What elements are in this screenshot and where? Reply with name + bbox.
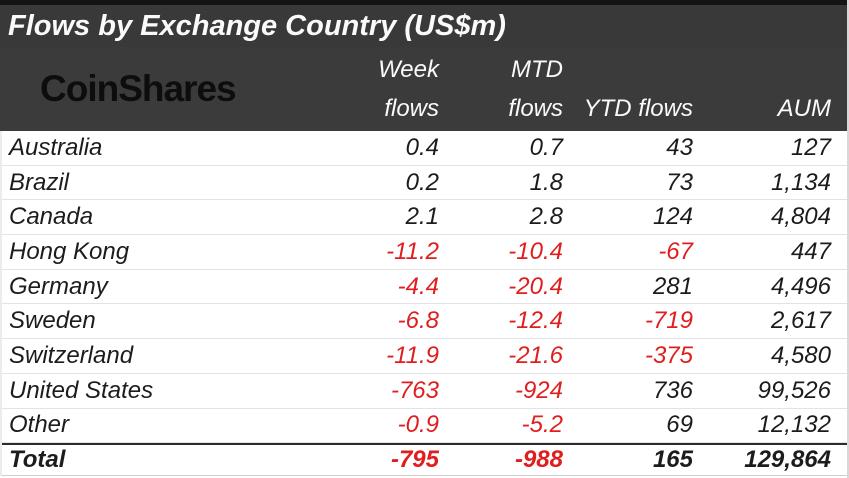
total-aum-cell: 129,864 xyxy=(744,446,831,474)
mtd-flows-cell: -5.2 xyxy=(521,411,563,439)
mtd-flows-cell: -12.4 xyxy=(508,307,563,335)
aum-cell: 447 xyxy=(790,237,831,265)
aum-cell: 99,526 xyxy=(757,376,831,404)
table-row-total: Total -795 -988 165 129,864 xyxy=(2,443,847,477)
ytd-flows-cell: 43 xyxy=(666,133,693,161)
week-flows-cell: -11.2 xyxy=(386,237,439,265)
country-cell: United States xyxy=(9,376,154,404)
country-cell: Brazil xyxy=(9,168,70,196)
table-header: Flows by Exchange Country (US$m) CoinSha… xyxy=(0,0,847,131)
mtd-flows-cell: -21.6 xyxy=(508,341,563,369)
country-cell: Other xyxy=(9,411,70,439)
column-header-aum: AUM xyxy=(777,95,831,122)
week-flows-cell: -6.8 xyxy=(397,307,439,335)
ytd-flows-cell: 736 xyxy=(652,376,693,404)
country-cell: Hong Kong xyxy=(9,237,130,265)
week-flows-cell: 2.1 xyxy=(405,203,439,231)
table-row-sweden: Sweden -6.8 -12.4 -719 2,617 xyxy=(2,304,847,340)
aum-cell: 12,132 xyxy=(757,411,831,439)
aum-cell: 2,617 xyxy=(770,307,831,335)
coinshares-logo: CoinShares xyxy=(40,68,237,109)
table-row-united-states: United States -763 -924 736 99,526 xyxy=(2,374,847,409)
country-cell: Australia xyxy=(9,133,103,161)
total-week-flows-cell: -795 xyxy=(390,446,439,474)
week-flows-cell: -11.9 xyxy=(386,341,439,369)
total-ytd-flows-cell: 165 xyxy=(652,446,693,474)
mtd-flows-cell: 0.7 xyxy=(529,133,563,161)
table-body: Australia 0.4 0.7 43 127 Brazil 0.2 1.8 … xyxy=(0,131,847,477)
column-header-week-line1: Week xyxy=(378,56,439,83)
title-bar: Flows by Exchange Country (US$m) xyxy=(0,5,847,47)
aum-cell: 127 xyxy=(790,133,831,161)
ytd-flows-cell: 73 xyxy=(666,168,693,196)
column-header-mtd-flows: MTD flows xyxy=(439,50,563,131)
mtd-flows-cell: -10.4 xyxy=(508,237,563,265)
aum-cell: 4,580 xyxy=(770,341,831,369)
column-header-ytd-flows: YTD flows xyxy=(583,95,693,122)
aum-cell: 4,496 xyxy=(770,272,831,300)
week-flows-cell: 0.2 xyxy=(405,168,439,196)
table-row-switzerland: Switzerland -11.9 -21.6 -375 4,580 xyxy=(2,339,847,374)
country-cell: Sweden xyxy=(9,307,96,335)
table-row-germany: Germany -4.4 -20.4 281 4,496 xyxy=(2,270,847,305)
table-row-other: Other -0.9 -5.2 69 12,132 xyxy=(2,409,847,444)
ytd-flows-cell: -719 xyxy=(644,307,693,335)
week-flows-cell: 0.4 xyxy=(405,133,439,161)
mtd-flows-cell: -924 xyxy=(514,376,563,404)
column-header-mtd-line1: MTD xyxy=(511,56,563,83)
column-header-week-flows: Week flows xyxy=(336,50,439,131)
column-header-row: CoinShares Week flows MTD flows YTD flow… xyxy=(0,47,847,131)
table-row-brazil: Brazil 0.2 1.8 73 1,134 xyxy=(2,166,847,201)
table-row-hong-kong: Hong Kong -11.2 -10.4 -67 447 xyxy=(2,235,847,270)
ytd-flows-cell: 69 xyxy=(666,411,693,439)
week-flows-cell: -4.4 xyxy=(397,272,439,300)
top-border-strip xyxy=(0,0,847,5)
country-cell: Germany xyxy=(9,272,108,300)
table-row-australia: Australia 0.4 0.7 43 127 xyxy=(2,131,847,166)
mtd-flows-cell: -20.4 xyxy=(508,272,563,300)
ytd-flows-cell: -67 xyxy=(658,237,693,265)
week-flows-cell: -0.9 xyxy=(397,411,439,439)
ytd-flows-cell: 124 xyxy=(652,203,693,231)
country-cell: Switzerland xyxy=(9,341,134,369)
table-row-canada: Canada 2.1 2.8 124 4,804 xyxy=(2,200,847,236)
page-title: Flows by Exchange Country (US$m) xyxy=(8,9,506,42)
mtd-flows-cell: 1.8 xyxy=(529,168,563,196)
mtd-flows-cell: 2.8 xyxy=(529,203,563,231)
ytd-flows-cell: 281 xyxy=(652,272,693,300)
aum-cell: 1,134 xyxy=(770,168,831,196)
column-header-mtd-line2: flows xyxy=(508,95,563,122)
total-mtd-flows-cell: -988 xyxy=(514,446,563,474)
country-cell: Canada xyxy=(9,203,94,231)
week-flows-cell: -763 xyxy=(390,376,439,404)
aum-cell: 4,804 xyxy=(770,203,831,231)
total-label: Total xyxy=(9,446,66,474)
ytd-flows-cell: -375 xyxy=(644,341,693,369)
column-header-week-line2: flows xyxy=(384,95,439,122)
